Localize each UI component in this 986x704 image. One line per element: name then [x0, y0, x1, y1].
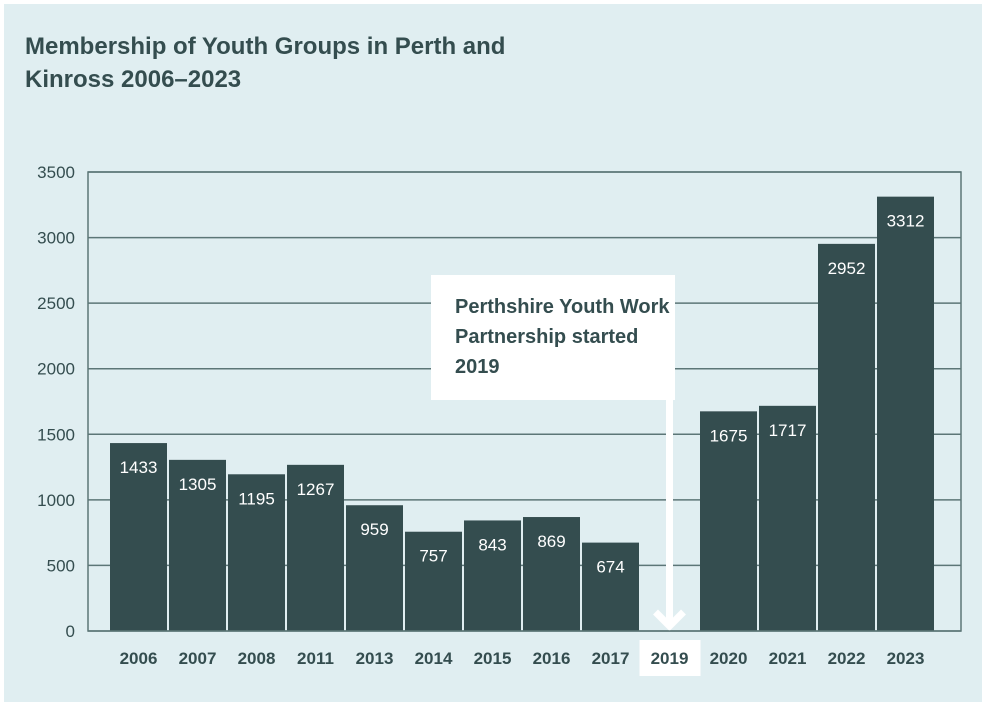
- bar: [582, 542, 639, 631]
- x-tick-label: 2006: [120, 649, 158, 668]
- data-label: 843: [478, 535, 506, 554]
- annotation-arrow-head-icon: [653, 609, 686, 631]
- bar: [169, 459, 226, 631]
- data-label: 869: [537, 532, 565, 551]
- x-tick-label: 2020: [710, 649, 748, 668]
- x-tick-label: 2017: [592, 649, 630, 668]
- x-tick-label: 2022: [828, 649, 866, 668]
- x-tick-label: 2019: [651, 649, 689, 668]
- annotation-box: Perthshire Youth Work Partnership starte…: [431, 275, 675, 400]
- x-tick-label: 2007: [179, 649, 217, 668]
- data-label: 3312: [887, 212, 925, 231]
- y-tick-label: 1000: [37, 491, 75, 510]
- x-tick-label: 2023: [887, 649, 925, 668]
- bar: [700, 411, 757, 631]
- data-label: 757: [419, 547, 447, 566]
- y-tick-label: 3000: [37, 229, 75, 248]
- data-label: 1717: [769, 421, 807, 440]
- y-tick-label: 0: [66, 622, 75, 641]
- y-tick-label: 2500: [37, 294, 75, 313]
- bar: [110, 443, 167, 631]
- bar: [759, 405, 816, 631]
- x-tick-label: 2013: [356, 649, 394, 668]
- x-tick-label: 2016: [533, 649, 571, 668]
- highlight-label-box: [639, 640, 701, 676]
- x-tick-label: 2014: [415, 649, 453, 668]
- bar: [228, 474, 285, 631]
- bar: [523, 517, 580, 631]
- chart-title: Membership of Youth Groups in Perth and …: [25, 33, 506, 93]
- y-tick-label: 1500: [37, 425, 75, 444]
- y-tick-label: 2000: [37, 360, 75, 379]
- data-label: 674: [596, 558, 624, 577]
- y-tick-label: 3500: [37, 163, 75, 182]
- bar: [877, 196, 934, 632]
- data-label: 1675: [710, 426, 748, 445]
- data-label: 1305: [179, 475, 217, 494]
- bar: [464, 520, 521, 631]
- bar: [287, 464, 344, 631]
- data-label: 2952: [828, 259, 866, 278]
- bar: [405, 531, 462, 631]
- x-tick-label: 2021: [769, 649, 807, 668]
- y-tick-label: 500: [47, 556, 75, 575]
- x-tick-label: 2015: [474, 649, 512, 668]
- bar: [346, 505, 403, 631]
- data-label: 1433: [120, 458, 158, 477]
- data-label: 1195: [238, 489, 275, 508]
- x-tick-label: 2011: [297, 649, 334, 668]
- bar: [818, 243, 875, 632]
- data-label: 1267: [297, 480, 335, 499]
- x-tick-label: 2008: [238, 649, 276, 668]
- data-label: 959: [360, 520, 388, 539]
